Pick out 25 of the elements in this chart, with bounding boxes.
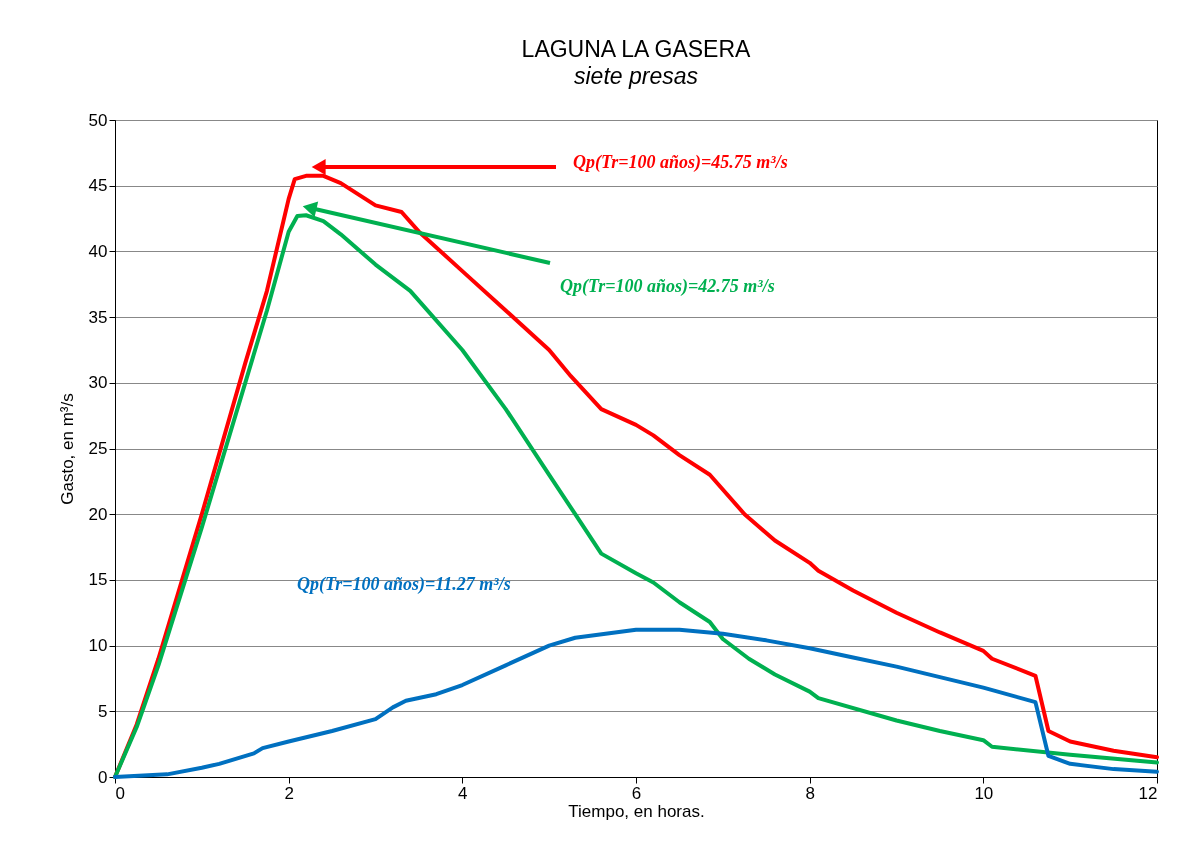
- y-tick-label: 50: [88, 110, 108, 130]
- y-tick-label: 15: [88, 570, 108, 590]
- x-tick-label: 2: [284, 783, 294, 803]
- y-tick-label: 10: [88, 636, 108, 656]
- x-tick-label: 8: [805, 783, 815, 803]
- x-tick-label: 0: [115, 783, 125, 803]
- y-tick-label: 40: [88, 241, 108, 261]
- y-tick-label: 0: [98, 767, 108, 787]
- y-tick-label: 35: [88, 307, 108, 327]
- x-tick-label: 10: [974, 783, 994, 803]
- y-tick-label: 20: [88, 504, 108, 524]
- y-tick-label: 45: [88, 176, 108, 196]
- y-tick-label: 30: [88, 373, 108, 393]
- y-tick-label: 5: [98, 701, 108, 721]
- x-tick-label: 6: [631, 783, 642, 803]
- annotation: Qp(Tr=100 años)=42.75 m³/s: [560, 276, 775, 297]
- x-tick-label: 12: [1138, 783, 1158, 803]
- chart-subtitle: siete presas: [573, 63, 699, 89]
- x-tick-label: 4: [458, 783, 468, 803]
- annotation: Qp(Tr=100 años)=45.75 m³/s: [573, 152, 788, 173]
- annotation: Qp(Tr=100 años)=11.27 m³/s: [297, 574, 511, 595]
- y-tick-label: 25: [88, 439, 108, 458]
- y-axis-title: Gasto, en m³/s: [57, 393, 77, 505]
- chart-title: LAGUNA LA GASERA: [521, 36, 752, 62]
- x-axis-title: Tiempo, en horas.: [568, 801, 705, 821]
